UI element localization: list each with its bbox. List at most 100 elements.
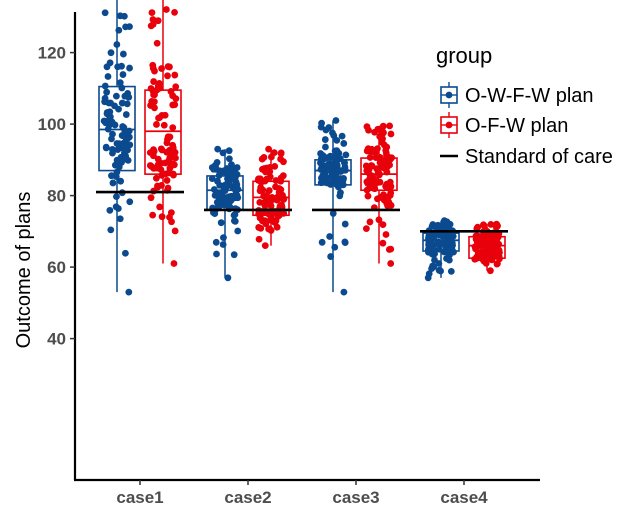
data-point (107, 226, 115, 234)
data-point (217, 219, 225, 227)
data-point (480, 221, 487, 229)
data-point (280, 158, 287, 166)
data-point (126, 198, 134, 206)
data-point (270, 195, 278, 203)
data-point (149, 211, 157, 219)
data-point (255, 235, 263, 243)
data-point (148, 98, 156, 105)
data-point (109, 149, 116, 157)
data-point (213, 250, 220, 258)
data-point (163, 177, 171, 184)
data-point (233, 164, 241, 171)
y-tick-label: 120 (38, 44, 66, 63)
data-point (259, 165, 266, 173)
data-point (270, 149, 278, 157)
data-point (210, 165, 218, 173)
data-point (259, 186, 267, 194)
data-point (431, 246, 438, 254)
y-axis-title: Outcome of plans (13, 192, 35, 349)
data-point (149, 16, 157, 23)
data-point (171, 101, 179, 109)
data-point (340, 140, 348, 147)
data-point (151, 67, 158, 75)
data-point (276, 202, 284, 210)
data-point (107, 49, 115, 57)
data-point (272, 217, 280, 225)
data-point (126, 23, 133, 31)
data-point (232, 192, 240, 200)
data-point (387, 260, 395, 267)
data-point (122, 152, 130, 160)
data-point (116, 215, 124, 223)
data-point (109, 179, 117, 187)
data-point (256, 198, 264, 206)
data-point (387, 183, 395, 191)
data-point (119, 132, 127, 140)
data-point (474, 223, 482, 231)
data-point (380, 129, 387, 137)
data-point (225, 155, 233, 163)
data-point (333, 180, 341, 188)
data-point (171, 227, 179, 235)
data-point (114, 146, 122, 154)
y-tick-label: 40 (47, 330, 66, 349)
data-point (111, 102, 118, 110)
data-point (341, 220, 349, 228)
data-point (116, 12, 124, 20)
data-point (434, 221, 442, 229)
data-point (486, 267, 494, 275)
data-point (170, 260, 178, 267)
data-point (119, 123, 127, 130)
data-point (167, 209, 175, 217)
data-point (493, 260, 501, 268)
data-point (126, 64, 133, 72)
data-point (366, 171, 374, 179)
data-point (160, 121, 168, 129)
data-point (208, 175, 216, 183)
data-point (171, 8, 178, 16)
data-point (447, 267, 455, 275)
data-point (163, 139, 171, 147)
data-point (123, 100, 131, 108)
data-point (103, 88, 111, 96)
data-point (384, 153, 391, 160)
data-point (341, 159, 348, 166)
data-point (100, 117, 108, 125)
data-point (102, 144, 110, 152)
data-point (162, 6, 170, 13)
standard-of-care-lines (96, 190, 508, 233)
legend-key-point (445, 121, 453, 129)
data-point (164, 72, 171, 80)
data-point (266, 173, 274, 181)
data-point (158, 146, 166, 154)
data-point (327, 173, 335, 181)
data-point (387, 130, 395, 138)
y-tick-label: 100 (38, 115, 66, 134)
data-point (333, 136, 341, 144)
data-point (101, 9, 109, 17)
data-point (119, 71, 127, 78)
data-point (487, 221, 495, 228)
data-point (156, 203, 164, 211)
data-point (164, 133, 172, 141)
data-point (322, 143, 329, 151)
legend-item-standard: Standard of care (440, 146, 613, 168)
data-point (318, 238, 326, 246)
legend-label: Standard of care (465, 146, 613, 168)
data-point (425, 270, 433, 278)
data-point (164, 63, 172, 70)
data-point (150, 78, 158, 85)
data-point (118, 62, 125, 70)
data-point (214, 177, 221, 185)
data-point (109, 130, 116, 138)
data-point (103, 110, 111, 118)
data-point (228, 161, 235, 169)
y-tick-label: 80 (47, 187, 66, 206)
data-point (277, 174, 285, 182)
legend-item: O-F-W plan (440, 112, 568, 138)
data-point (121, 145, 129, 153)
box (314, 159, 352, 186)
data-point (117, 177, 125, 185)
data-point (125, 288, 133, 296)
data-point (224, 274, 232, 282)
